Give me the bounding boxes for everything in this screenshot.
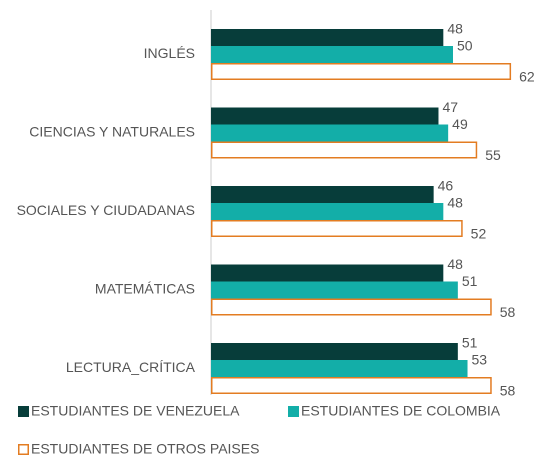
bar	[211, 46, 453, 63]
category-label: MATEMÁTICAS	[95, 281, 195, 297]
data-label: 51	[462, 273, 478, 289]
data-label: 58	[500, 304, 516, 320]
data-label: 51	[462, 335, 478, 351]
data-label: 48	[447, 195, 463, 211]
data-label: 58	[500, 383, 516, 399]
bar	[211, 298, 492, 316]
data-label: 53	[472, 352, 488, 368]
bar	[211, 29, 444, 46]
bar	[211, 343, 458, 360]
category-label: CIENCIAS Y NATURALES	[29, 124, 195, 140]
data-label: 50	[457, 38, 473, 54]
bar	[211, 124, 449, 142]
bar	[211, 220, 463, 237]
bar	[211, 63, 512, 80]
category-label: SOCIALES Y CIUDADANAS	[17, 202, 195, 218]
data-label: 48	[447, 256, 463, 272]
data-label: 48	[447, 21, 463, 37]
bar	[211, 264, 444, 282]
data-label: 49	[452, 116, 468, 132]
bar	[211, 377, 492, 394]
category-label: INGLÉS	[144, 45, 195, 61]
legend-swatch	[288, 406, 299, 417]
bar	[211, 203, 444, 220]
data-label: 52	[471, 226, 487, 242]
legend-label: ESTUDIANTES DE VENEZUELA	[31, 403, 240, 419]
bar	[211, 107, 439, 125]
legend-label: ESTUDIANTES DE COLOMBIA	[301, 403, 501, 419]
data-label: 62	[519, 69, 535, 85]
bar	[211, 360, 468, 377]
data-label: 55	[485, 147, 501, 163]
bar	[211, 141, 478, 159]
legend-label: ESTUDIANTES DE OTROS PAISES	[31, 441, 259, 457]
category-label: LECTURA_CRÍTICA	[66, 359, 196, 375]
data-label: 47	[442, 99, 458, 115]
data-label: 46	[438, 178, 454, 194]
legend-swatch	[18, 444, 29, 455]
bar	[211, 281, 458, 299]
legend-swatch	[18, 406, 29, 417]
bar	[211, 186, 434, 203]
